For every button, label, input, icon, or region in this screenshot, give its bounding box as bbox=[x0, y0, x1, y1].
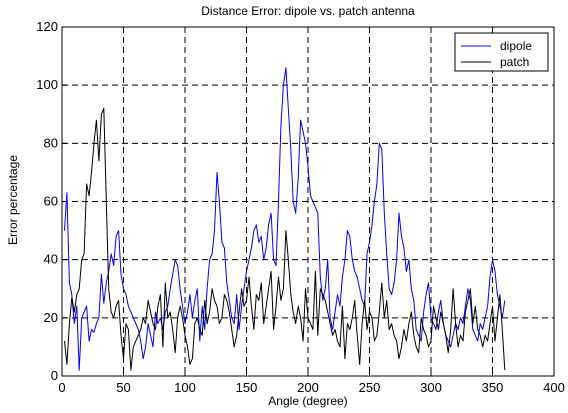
y-tick-label-120: 120 bbox=[36, 19, 58, 34]
y-axis-label: Error percentage bbox=[6, 155, 20, 245]
x-tick-label-300: 300 bbox=[420, 380, 442, 395]
x-tick-label-200: 200 bbox=[297, 380, 319, 395]
x-tick-label-400: 400 bbox=[543, 380, 565, 395]
x-axis-label: Angle (degree) bbox=[268, 394, 347, 408]
x-tick-label-50: 50 bbox=[116, 380, 130, 395]
series-line-patch bbox=[64, 107, 506, 371]
legend-label-patch: patch bbox=[500, 55, 529, 69]
y-tick-label-60: 60 bbox=[44, 194, 58, 209]
y-tick-label-20: 20 bbox=[44, 310, 58, 325]
legend: dipole patch bbox=[454, 32, 549, 72]
series-line-dipole bbox=[64, 67, 506, 371]
chart-title: Distance Error: dipole vs. patch antenna bbox=[201, 4, 415, 18]
legend-label-dipole: dipole bbox=[500, 39, 532, 53]
x-tick-label-0: 0 bbox=[58, 380, 65, 395]
series-layer bbox=[64, 67, 506, 371]
x-tick-label-250: 250 bbox=[359, 380, 381, 395]
y-tick-label-100: 100 bbox=[36, 77, 58, 92]
x-tick-label-350: 350 bbox=[482, 380, 504, 395]
y-tick-label-80: 80 bbox=[44, 135, 58, 150]
x-tick-label-100: 100 bbox=[174, 380, 196, 395]
y-tick-label-0: 0 bbox=[51, 368, 58, 383]
legend-box bbox=[454, 32, 549, 72]
axis-ticks: 0 50 100 150 200 250 300 350 400 0 20 40 60 80 100 120 bbox=[36, 19, 565, 395]
y-tick-label-40: 40 bbox=[44, 252, 58, 267]
x-tick-label-150: 150 bbox=[236, 380, 258, 395]
